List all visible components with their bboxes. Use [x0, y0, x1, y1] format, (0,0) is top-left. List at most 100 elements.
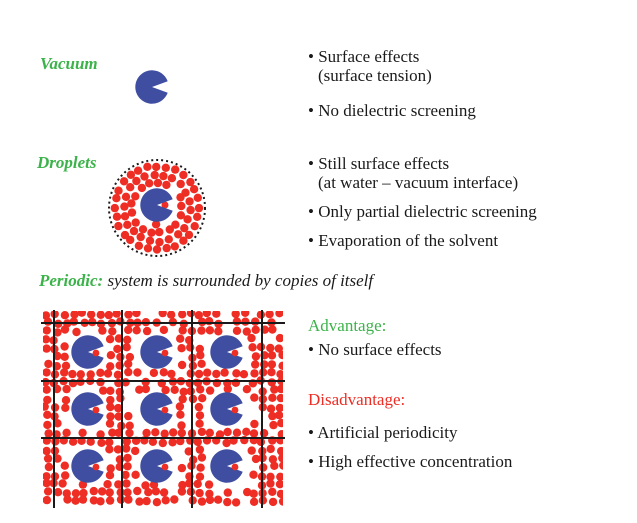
water-molecule: [249, 489, 258, 498]
water-molecule: [193, 212, 202, 221]
water-molecule: [63, 495, 72, 504]
water-molecule: [124, 311, 133, 319]
water-molecule: [60, 311, 70, 320]
water-molecule: [53, 328, 62, 337]
water-molecule: [161, 201, 169, 209]
water-molecule: [268, 393, 277, 402]
water-molecule: [274, 411, 283, 420]
water-molecule: [171, 220, 180, 229]
water-molecule: [196, 351, 205, 360]
water-molecule: [78, 480, 88, 489]
water-molecule: [251, 325, 260, 334]
water-molecule: [266, 472, 275, 481]
water-molecule: [97, 487, 107, 496]
water-molecule: [106, 351, 116, 360]
droplets-bullet-1-line1: • Still surface effects: [308, 154, 450, 173]
water-molecule: [113, 445, 123, 454]
water-molecule: [222, 438, 231, 448]
periodic-solute-molecules: [71, 335, 243, 483]
water-molecule: [266, 444, 275, 454]
water-molecule: [168, 438, 177, 447]
water-molecule: [155, 237, 164, 247]
water-molecule: [110, 203, 120, 213]
vacuum-label: Vacuum: [40, 54, 98, 73]
water-molecule: [171, 165, 180, 174]
water-molecule: [232, 317, 242, 326]
water-molecule: [43, 420, 52, 430]
water-molecule: [205, 428, 214, 437]
water-molecule: [195, 411, 205, 420]
water-molecule: [135, 497, 144, 506]
water-molecule: [132, 326, 141, 335]
periodic-label: Periodic:: [39, 271, 104, 290]
water-molecule: [153, 178, 163, 188]
water-molecule: [147, 228, 156, 237]
water-molecule: [259, 368, 268, 377]
water-molecule: [232, 326, 242, 335]
water-molecule: [251, 360, 260, 369]
water-molecule: [159, 368, 168, 377]
water-molecule: [267, 360, 277, 369]
water-molecule: [96, 377, 105, 387]
water-molecule: [249, 470, 258, 479]
water-molecule: [86, 437, 95, 446]
water-molecule: [239, 370, 249, 379]
water-molecule: [155, 227, 164, 237]
water-molecule: [177, 360, 187, 370]
droplets-bullet-1-line2: (at water – vacuum interface): [318, 173, 519, 192]
water-molecule: [223, 384, 232, 394]
water-molecule: [161, 163, 170, 172]
water-molecule: [247, 333, 256, 343]
water-molecule: [126, 170, 136, 179]
water-molecule: [145, 236, 155, 245]
water-molecule: [275, 311, 283, 318]
water-molecule: [121, 470, 130, 480]
water-molecule: [150, 170, 159, 180]
water-molecule: [212, 311, 221, 318]
water-molecule: [276, 384, 283, 394]
water-molecule: [161, 349, 169, 357]
water-molecule: [131, 218, 140, 227]
water-molecule: [277, 446, 283, 456]
water-molecule: [122, 343, 131, 352]
water-molecule: [186, 205, 195, 215]
water-molecule: [113, 370, 123, 379]
water-molecule: [186, 369, 195, 378]
water-molecule: [158, 311, 167, 318]
water-molecule: [61, 403, 70, 412]
water-molecule: [149, 368, 159, 378]
water-molecule: [197, 326, 206, 335]
water-molecule: [243, 487, 252, 497]
water-molecule: [270, 385, 279, 394]
water-molecule: [194, 311, 203, 320]
water-molecule: [114, 221, 123, 231]
water-molecule: [268, 487, 277, 496]
water-molecule: [231, 463, 239, 471]
water-molecule: [86, 370, 95, 379]
vacuum-bullet-surface: • Surface effects (surface tension): [308, 47, 432, 85]
water-molecule: [79, 488, 88, 498]
water-molecule: [177, 487, 187, 496]
water-molecule: [152, 498, 162, 507]
water-molecule: [105, 438, 114, 447]
water-molecule: [124, 359, 133, 369]
disadvantage-bullet-2: • High effective concentration: [308, 452, 513, 471]
droplets-bullet-evaporation: • Evaporation of the solvent: [308, 231, 498, 250]
water-molecule: [43, 326, 51, 335]
droplets-bullet-dielectric: • Only partial dielectric screening: [308, 202, 537, 221]
water-molecule: [276, 472, 283, 481]
water-molecule: [142, 428, 151, 438]
water-molecule: [197, 453, 207, 462]
water-molecule: [177, 421, 186, 430]
water-molecule: [96, 497, 105, 506]
droplets-bullet-3-line1: • Evaporation of the solvent: [308, 231, 499, 250]
water-molecule: [125, 421, 134, 430]
water-molecule: [61, 396, 71, 405]
water-molecule: [266, 343, 275, 353]
water-molecule: [43, 395, 52, 405]
water-molecule: [159, 488, 169, 497]
water-molecule: [241, 317, 250, 326]
water-molecule: [148, 437, 158, 446]
water-molecule: [120, 202, 129, 211]
water-molecule: [105, 335, 115, 344]
